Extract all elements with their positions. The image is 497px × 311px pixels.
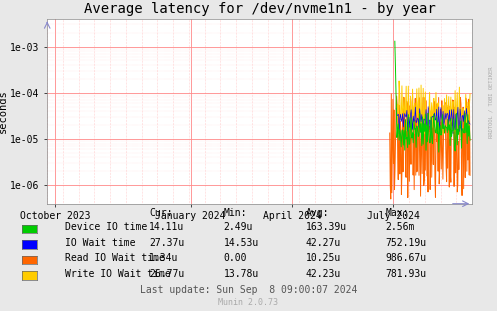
- Text: Max:: Max:: [385, 208, 409, 218]
- Text: Write IO Wait time: Write IO Wait time: [65, 269, 170, 279]
- Text: 42.23u: 42.23u: [306, 269, 341, 279]
- Text: 26.77u: 26.77u: [149, 269, 184, 279]
- Text: Munin 2.0.73: Munin 2.0.73: [219, 298, 278, 307]
- Text: 2.49u: 2.49u: [224, 222, 253, 232]
- Text: Last update: Sun Sep  8 09:00:07 2024: Last update: Sun Sep 8 09:00:07 2024: [140, 285, 357, 295]
- Text: 752.19u: 752.19u: [385, 238, 426, 248]
- Text: 2.56m: 2.56m: [385, 222, 414, 232]
- Text: 14.11u: 14.11u: [149, 222, 184, 232]
- Text: 986.67u: 986.67u: [385, 253, 426, 263]
- Text: 1.34u: 1.34u: [149, 253, 178, 263]
- Text: 13.78u: 13.78u: [224, 269, 259, 279]
- Text: 10.25u: 10.25u: [306, 253, 341, 263]
- Text: Read IO Wait time: Read IO Wait time: [65, 253, 165, 263]
- Text: Avg:: Avg:: [306, 208, 329, 218]
- Text: 781.93u: 781.93u: [385, 269, 426, 279]
- Text: Min:: Min:: [224, 208, 247, 218]
- Text: Cur:: Cur:: [149, 208, 172, 218]
- Text: 14.53u: 14.53u: [224, 238, 259, 248]
- Text: 163.39u: 163.39u: [306, 222, 347, 232]
- Text: RRDTOOL / TOBI OETIKER: RRDTOOL / TOBI OETIKER: [488, 67, 493, 138]
- Text: Device IO time: Device IO time: [65, 222, 147, 232]
- Text: IO Wait time: IO Wait time: [65, 238, 135, 248]
- Text: 27.37u: 27.37u: [149, 238, 184, 248]
- Y-axis label: seconds: seconds: [0, 89, 7, 133]
- Text: 0.00: 0.00: [224, 253, 247, 263]
- Text: 42.27u: 42.27u: [306, 238, 341, 248]
- Title: Average latency for /dev/nvme1n1 - by year: Average latency for /dev/nvme1n1 - by ye…: [84, 2, 435, 16]
